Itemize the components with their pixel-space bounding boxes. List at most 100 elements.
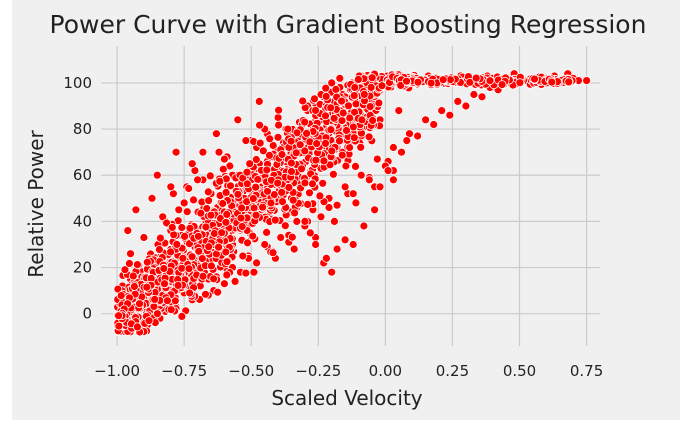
- y-axis-label: Relative Power: [24, 129, 48, 277]
- scatter-point: [485, 76, 495, 86]
- scatter-point: [219, 279, 229, 289]
- scatter-point: [196, 208, 206, 218]
- x-tick-label: 0.25: [436, 362, 469, 380]
- scatter-point: [198, 147, 208, 157]
- scatter-point: [179, 198, 189, 208]
- scatter-point: [547, 77, 557, 87]
- scatter-point: [166, 247, 176, 257]
- scatter-point: [171, 147, 181, 157]
- scatter-point: [270, 215, 280, 225]
- scatter-point: [152, 170, 162, 180]
- scatter-point: [286, 136, 296, 146]
- scatter-point: [348, 122, 358, 132]
- scatter-point: [203, 187, 213, 197]
- scatter-point: [337, 96, 347, 106]
- y-tick-label: 40: [73, 212, 92, 230]
- x-tick-label: −0.50: [228, 362, 274, 380]
- scatter-point: [326, 103, 336, 113]
- scatter-point: [397, 147, 406, 157]
- x-tick-label: 0.75: [570, 362, 603, 380]
- scatter-point: [351, 198, 361, 208]
- y-tick-label: 0: [82, 305, 92, 323]
- scatter-point: [219, 154, 229, 164]
- scatter-point: [251, 182, 261, 192]
- scatter-point: [277, 150, 287, 159]
- scatter-point: [238, 173, 248, 183]
- scatter-point: [368, 116, 378, 125]
- scatter-point: [221, 247, 231, 257]
- x-tick-label: −0.75: [161, 362, 207, 380]
- scatter-point: [345, 143, 355, 152]
- scatter-point: [266, 198, 276, 208]
- scatter-point: [249, 267, 259, 277]
- scatter-point: [471, 73, 481, 83]
- scatter-point: [344, 101, 353, 111]
- y-tick-label: 100: [63, 74, 92, 92]
- scatter-point: [394, 106, 404, 115]
- scatter-point: [142, 282, 152, 292]
- scatter-point: [139, 233, 149, 242]
- scatter-point: [286, 158, 296, 168]
- x-tick-label: 0.50: [503, 362, 536, 380]
- scatter-point: [359, 90, 369, 99]
- scatter-point: [305, 188, 314, 198]
- scatter-point: [154, 245, 164, 254]
- scatter-point: [114, 311, 123, 321]
- scatter-point: [326, 125, 336, 135]
- scatter-point: [300, 216, 310, 226]
- scatter-point: [345, 113, 355, 123]
- scatter-points: [113, 69, 591, 337]
- chart-title: Power Curve with Gradient Boosting Regre…: [50, 10, 647, 39]
- scatter-point: [315, 191, 325, 201]
- scatter-point: [292, 216, 302, 226]
- scatter-point: [370, 205, 380, 215]
- scatter-point: [132, 322, 142, 332]
- scatter-point: [356, 170, 366, 180]
- scatter-point: [184, 184, 194, 193]
- scatter-point: [329, 216, 339, 226]
- scatter-point: [262, 165, 272, 175]
- scatter-point: [209, 274, 219, 284]
- scatter-point: [321, 83, 331, 93]
- scatter-point: [182, 207, 192, 217]
- scatter-point: [341, 161, 351, 171]
- scatter-point: [258, 202, 268, 212]
- x-axis-label: Scaled Velocity: [271, 386, 422, 410]
- scatter-point: [327, 78, 337, 88]
- scatter-point: [402, 76, 411, 86]
- scatter-point: [329, 113, 339, 123]
- scatter-point: [300, 117, 310, 127]
- scatter-point: [413, 77, 423, 87]
- scatter-point: [178, 253, 188, 263]
- y-axis-ticks: 0 20 40 60 80 100: [63, 74, 92, 323]
- scatter-point: [300, 178, 310, 188]
- scatter-point: [185, 288, 195, 298]
- scatter-point: [421, 115, 431, 125]
- scatter-point: [289, 244, 299, 254]
- scatter-point: [241, 136, 251, 146]
- scatter-point: [172, 239, 182, 249]
- scatter-point: [135, 299, 144, 309]
- scatter-point: [180, 231, 190, 241]
- scatter-point: [284, 182, 294, 192]
- scatter-point: [316, 212, 326, 222]
- scatter-point: [327, 146, 337, 156]
- scatter-point: [132, 260, 142, 270]
- scatter-point: [426, 78, 436, 88]
- scatter-point: [123, 226, 133, 236]
- scatter-point: [383, 166, 393, 176]
- scatter-point: [160, 279, 169, 289]
- scatter-point: [283, 124, 293, 134]
- scatter-point: [295, 140, 305, 150]
- scatter-point: [260, 240, 270, 249]
- scatter-point: [198, 271, 208, 281]
- scatter-point: [321, 253, 331, 263]
- scatter-point: [364, 175, 374, 185]
- scatter-point: [324, 203, 334, 212]
- scatter-point: [453, 97, 463, 106]
- scatter-point: [340, 235, 350, 245]
- scatter-point: [147, 193, 157, 203]
- x-axis-ticks: −1.00 −0.75 −0.50 −0.25 0.00 0.25 0.50 0.75: [94, 362, 603, 380]
